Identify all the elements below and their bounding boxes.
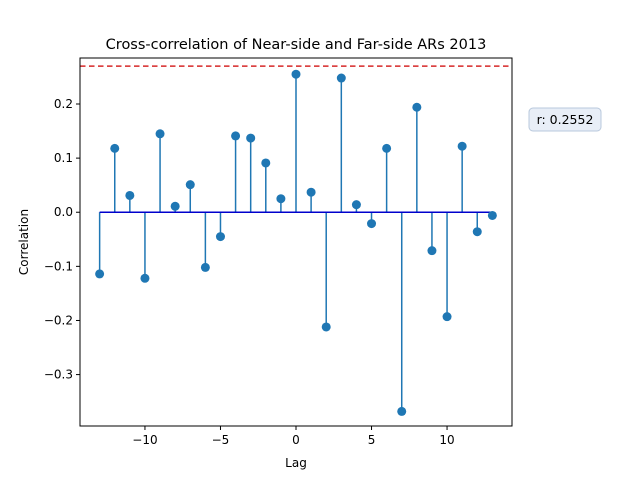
y-tick-label: 0.2 [54,97,73,111]
stem-marker [140,273,150,283]
stem-marker [382,143,392,153]
annotation-text: r: 0.2552 [537,112,594,127]
y-tick-label: −0.1 [44,259,73,273]
stem-marker [442,312,452,322]
x-axis-ticks: −10 −5 0 5 10 [132,426,455,447]
stem-marker [427,246,437,256]
y-tick-label: 0.0 [54,205,73,219]
plot-area [80,65,512,416]
stem-marker [291,69,301,79]
y-axis-ticks: −0.3 −0.2 −0.1 0.0 0.1 0.2 [44,97,80,382]
stem-marker [472,227,482,237]
stem-marker [95,269,105,279]
x-axis-label: Lag [285,456,307,470]
y-tick-label: 0.1 [54,151,73,165]
stem-marker [457,141,467,151]
x-tick-label: −10 [132,433,157,447]
stem-marker [200,262,210,272]
stem-marker [110,143,120,153]
stem-marker [246,133,256,143]
stem-marker [215,232,225,242]
y-tick-label: −0.2 [44,313,73,327]
stem-marker [336,73,346,83]
stem-marker [487,210,497,220]
stem-marker [351,200,361,210]
x-tick-label: −5 [212,433,230,447]
x-tick-label: 0 [292,433,300,447]
stem-marker [321,322,331,332]
stem-marker [261,158,271,168]
stem-marker [125,190,135,200]
stem-marker [412,102,422,112]
chart-title: Cross-correlation of Near-side and Far-s… [106,37,487,53]
stem-marker [276,194,286,204]
y-tick-label: −0.3 [44,368,73,382]
stem-marker [306,187,316,197]
annotation-box: r: 0.2552 [528,107,602,132]
stem-marker [367,219,377,229]
x-tick-label: 5 [368,433,376,447]
y-axis-label: Correlation [17,209,31,275]
stem-marker [397,406,407,416]
stem-marker [170,201,180,211]
stem-marker [155,129,165,139]
stem-marker [185,180,195,190]
x-tick-label: 10 [439,433,454,447]
stem-marker [231,131,241,141]
